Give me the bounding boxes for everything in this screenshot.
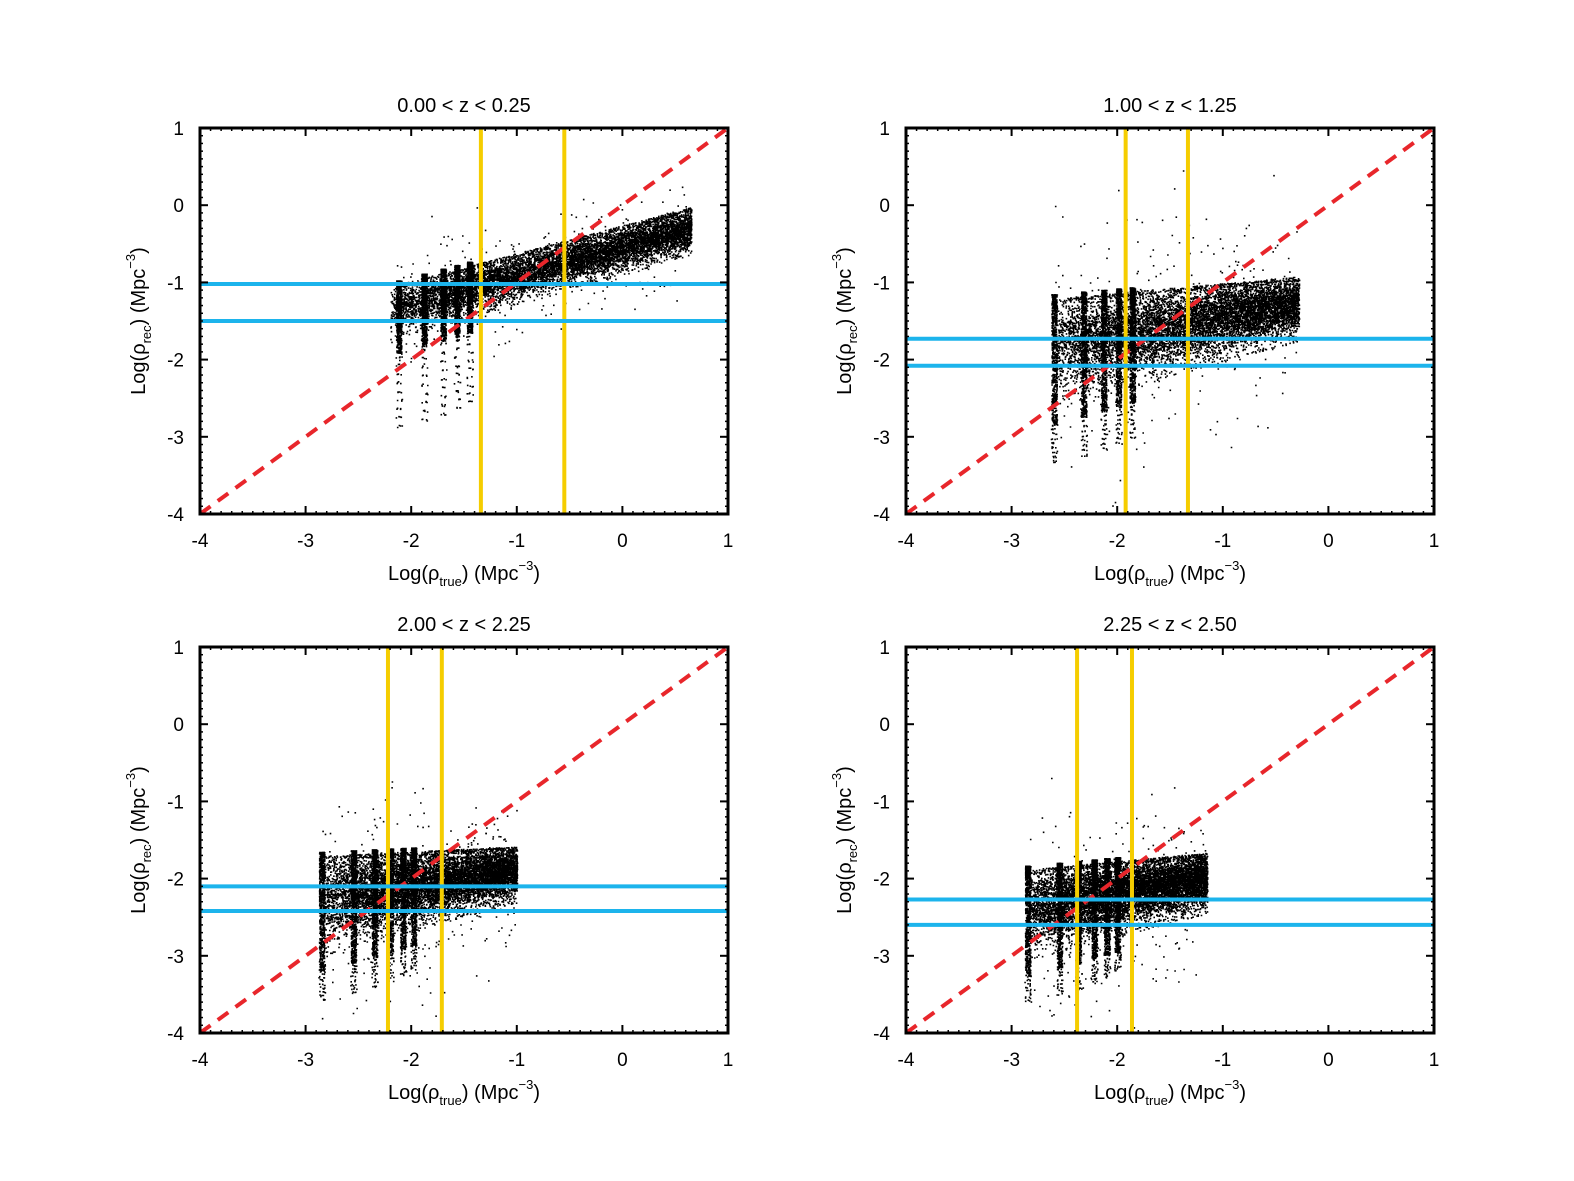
x-tick-label: 0 — [617, 1050, 628, 1071]
y-axis-label: Log(ρrec) (Mpc−3) — [123, 766, 154, 914]
x-tick-label: -4 — [898, 531, 915, 552]
panel-4: 2.25 < z < 2.50 -4 -3 -2 -1 0 1 -4 -3 -2 -1 0 1 Log(ρ… — [829, 614, 1439, 1108]
panel-3: 2.00 < z < 2.25 -4 -3 -2 -1 0 1 -4 -3 -2 -1 0 1 Log(ρ… — [123, 614, 733, 1108]
scatter-points — [318, 781, 519, 1033]
x-tick-label: -3 — [297, 1050, 314, 1071]
panel-title: 0.00 < z < 0.25 — [397, 95, 530, 117]
x-tick-label: 1 — [1429, 531, 1440, 552]
identity-line — [200, 647, 728, 1033]
y-tick-label: 0 — [879, 196, 890, 217]
x-tick-label: 0 — [1323, 1050, 1334, 1071]
panel-title: 2.25 < z < 2.50 — [1103, 614, 1236, 636]
x-axis-label: Log(ρtrue) (Mpc−3) — [388, 558, 540, 589]
y-tick-label: 0 — [173, 715, 184, 736]
panel-title: 2.00 < z < 2.25 — [397, 614, 530, 636]
x-tick-label: -1 — [508, 1050, 525, 1071]
x-tick-label: -2 — [403, 1050, 420, 1071]
x-tick-label: -3 — [1003, 531, 1020, 552]
x-tick-label: -3 — [1003, 1050, 1020, 1071]
x-tick-label: -1 — [508, 531, 525, 552]
y-tick-label: 1 — [173, 638, 184, 659]
x-tick-label: 0 — [1323, 531, 1334, 552]
y-tick-label: -4 — [873, 1024, 890, 1045]
x-axis-label: Log(ρtrue) (Mpc−3) — [388, 1077, 540, 1108]
y-tick-label: -4 — [873, 505, 890, 526]
y-tick-label: 1 — [879, 119, 890, 140]
y-tick-label: -3 — [167, 947, 184, 968]
x-tick-label: -3 — [297, 531, 314, 552]
y-axis-label: Log(ρrec) (Mpc−3) — [829, 247, 860, 395]
y-tick-label: -2 — [873, 351, 890, 372]
x-tick-label: -2 — [1109, 531, 1126, 552]
y-tick-label: -1 — [873, 273, 890, 294]
y-tick-label: -4 — [167, 1024, 184, 1045]
y-tick-label: -2 — [167, 870, 184, 891]
x-tick-label: 1 — [723, 531, 734, 552]
x-axis-label: Log(ρtrue) (Mpc−3) — [1094, 558, 1246, 589]
y-tick-label: 0 — [879, 715, 890, 736]
panel-2: 1.00 < z < 1.25 -4 -3 -2 -1 0 1 -4 -3 -2 -1 0 1 Log(ρ… — [829, 95, 1439, 589]
y-tick-label: -2 — [873, 870, 890, 891]
identity-line — [906, 647, 1434, 1033]
scatter-points — [390, 186, 693, 429]
panel-title: 1.00 < z < 1.25 — [1103, 95, 1236, 117]
y-tick-label: -2 — [167, 351, 184, 372]
x-tick-label: -2 — [403, 531, 420, 552]
x-tick-label: -1 — [1214, 531, 1231, 552]
x-axis-label: Log(ρtrue) (Mpc−3) — [1094, 1077, 1246, 1108]
y-tick-label: -1 — [873, 792, 890, 813]
x-tick-label: 0 — [617, 531, 628, 552]
y-tick-label: 1 — [173, 119, 184, 140]
x-tick-label: -4 — [898, 1050, 915, 1071]
x-tick-label: -1 — [1214, 1050, 1231, 1071]
y-tick-label: -3 — [873, 947, 890, 968]
x-tick-label: -2 — [1109, 1050, 1126, 1071]
scatter-points — [1024, 777, 1209, 1033]
y-tick-label: -4 — [167, 505, 184, 526]
y-axis-label: Log(ρrec) (Mpc−3) — [123, 247, 154, 395]
x-tick-label: -4 — [192, 1050, 209, 1071]
x-tick-label: 1 — [1429, 1050, 1440, 1071]
panel-1: 0.00 < z < 0.25 -4 -3 -2 -1 0 1 -4 -3 -2 -1 0 1 Log(ρ… — [123, 95, 733, 589]
y-tick-label: 1 — [879, 638, 890, 659]
y-tick-label: -3 — [873, 428, 890, 449]
y-tick-label: -1 — [167, 792, 184, 813]
y-tick-label: 0 — [173, 196, 184, 217]
y-tick-label: -1 — [167, 273, 184, 294]
y-tick-label: -3 — [167, 428, 184, 449]
y-axis-label: Log(ρrec) (Mpc−3) — [829, 766, 860, 914]
x-tick-label: -4 — [192, 531, 209, 552]
x-tick-label: 1 — [723, 1050, 734, 1071]
